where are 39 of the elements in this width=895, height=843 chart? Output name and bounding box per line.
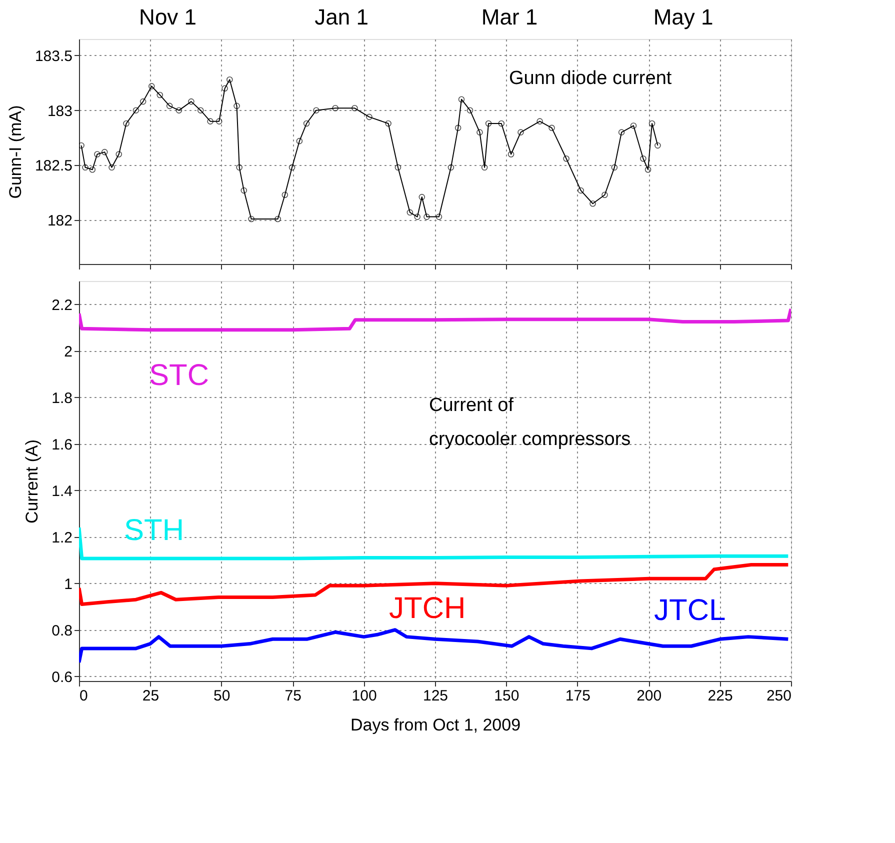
line-series [79, 628, 790, 664]
x2-tick-label: Jan 1 [314, 4, 368, 30]
series-label: STH [124, 514, 184, 547]
x-tick-label: 175 [565, 688, 590, 704]
y-tick-label: 2 [64, 343, 72, 360]
x-tick-label: 50 [214, 688, 230, 704]
x-tick-label: 200 [636, 688, 662, 704]
x-tick-label: 250 [766, 688, 792, 704]
series-label: JTCH [389, 592, 466, 625]
x-tick-label: 125 [422, 688, 448, 704]
y-tick-label: 0.6 [52, 668, 72, 686]
x-tick-label: 100 [352, 688, 377, 704]
y-tick-label: 1.4 [52, 482, 72, 500]
y-tick-label: 1.2 [52, 529, 72, 546]
x-tick-label: 225 [708, 688, 733, 704]
annotation: Gunn diode current [509, 68, 672, 89]
y-tick-label: 182.5 [34, 158, 72, 175]
y-axis-title: Gunn-I (mA) [6, 105, 25, 199]
y-tick-label: 1.6 [52, 436, 72, 454]
y-tick-label: 0.8 [52, 622, 72, 640]
x-axis-title: Days from Oct 1, 2009 [350, 716, 521, 734]
y-tick-label: 1 [64, 576, 72, 593]
line-series [79, 307, 791, 332]
annotation: Current of cryocooler compressors [429, 395, 631, 450]
x-tick-label: 25 [142, 688, 160, 704]
x-tick-label: 0 [80, 688, 88, 704]
y-tick-label: 2.2 [52, 296, 72, 314]
y-axis-title: Current (A) [22, 439, 42, 524]
series-label: STC [149, 359, 209, 392]
series-label: JTCL [654, 594, 726, 627]
y-tick-label: 1.8 [52, 390, 72, 407]
y-tick-label: 182 [47, 212, 72, 230]
x2-tick-label: Mar 1 [481, 4, 538, 30]
x-tick-label: 75 [284, 688, 302, 704]
x2-tick-label: May 1 [653, 4, 714, 30]
y-tick-label: 183.5 [34, 48, 72, 65]
x2-tick-label: Nov 1 [139, 4, 197, 30]
x-tick-label: 150 [494, 688, 520, 704]
y-tick-label: 183 [47, 102, 72, 120]
